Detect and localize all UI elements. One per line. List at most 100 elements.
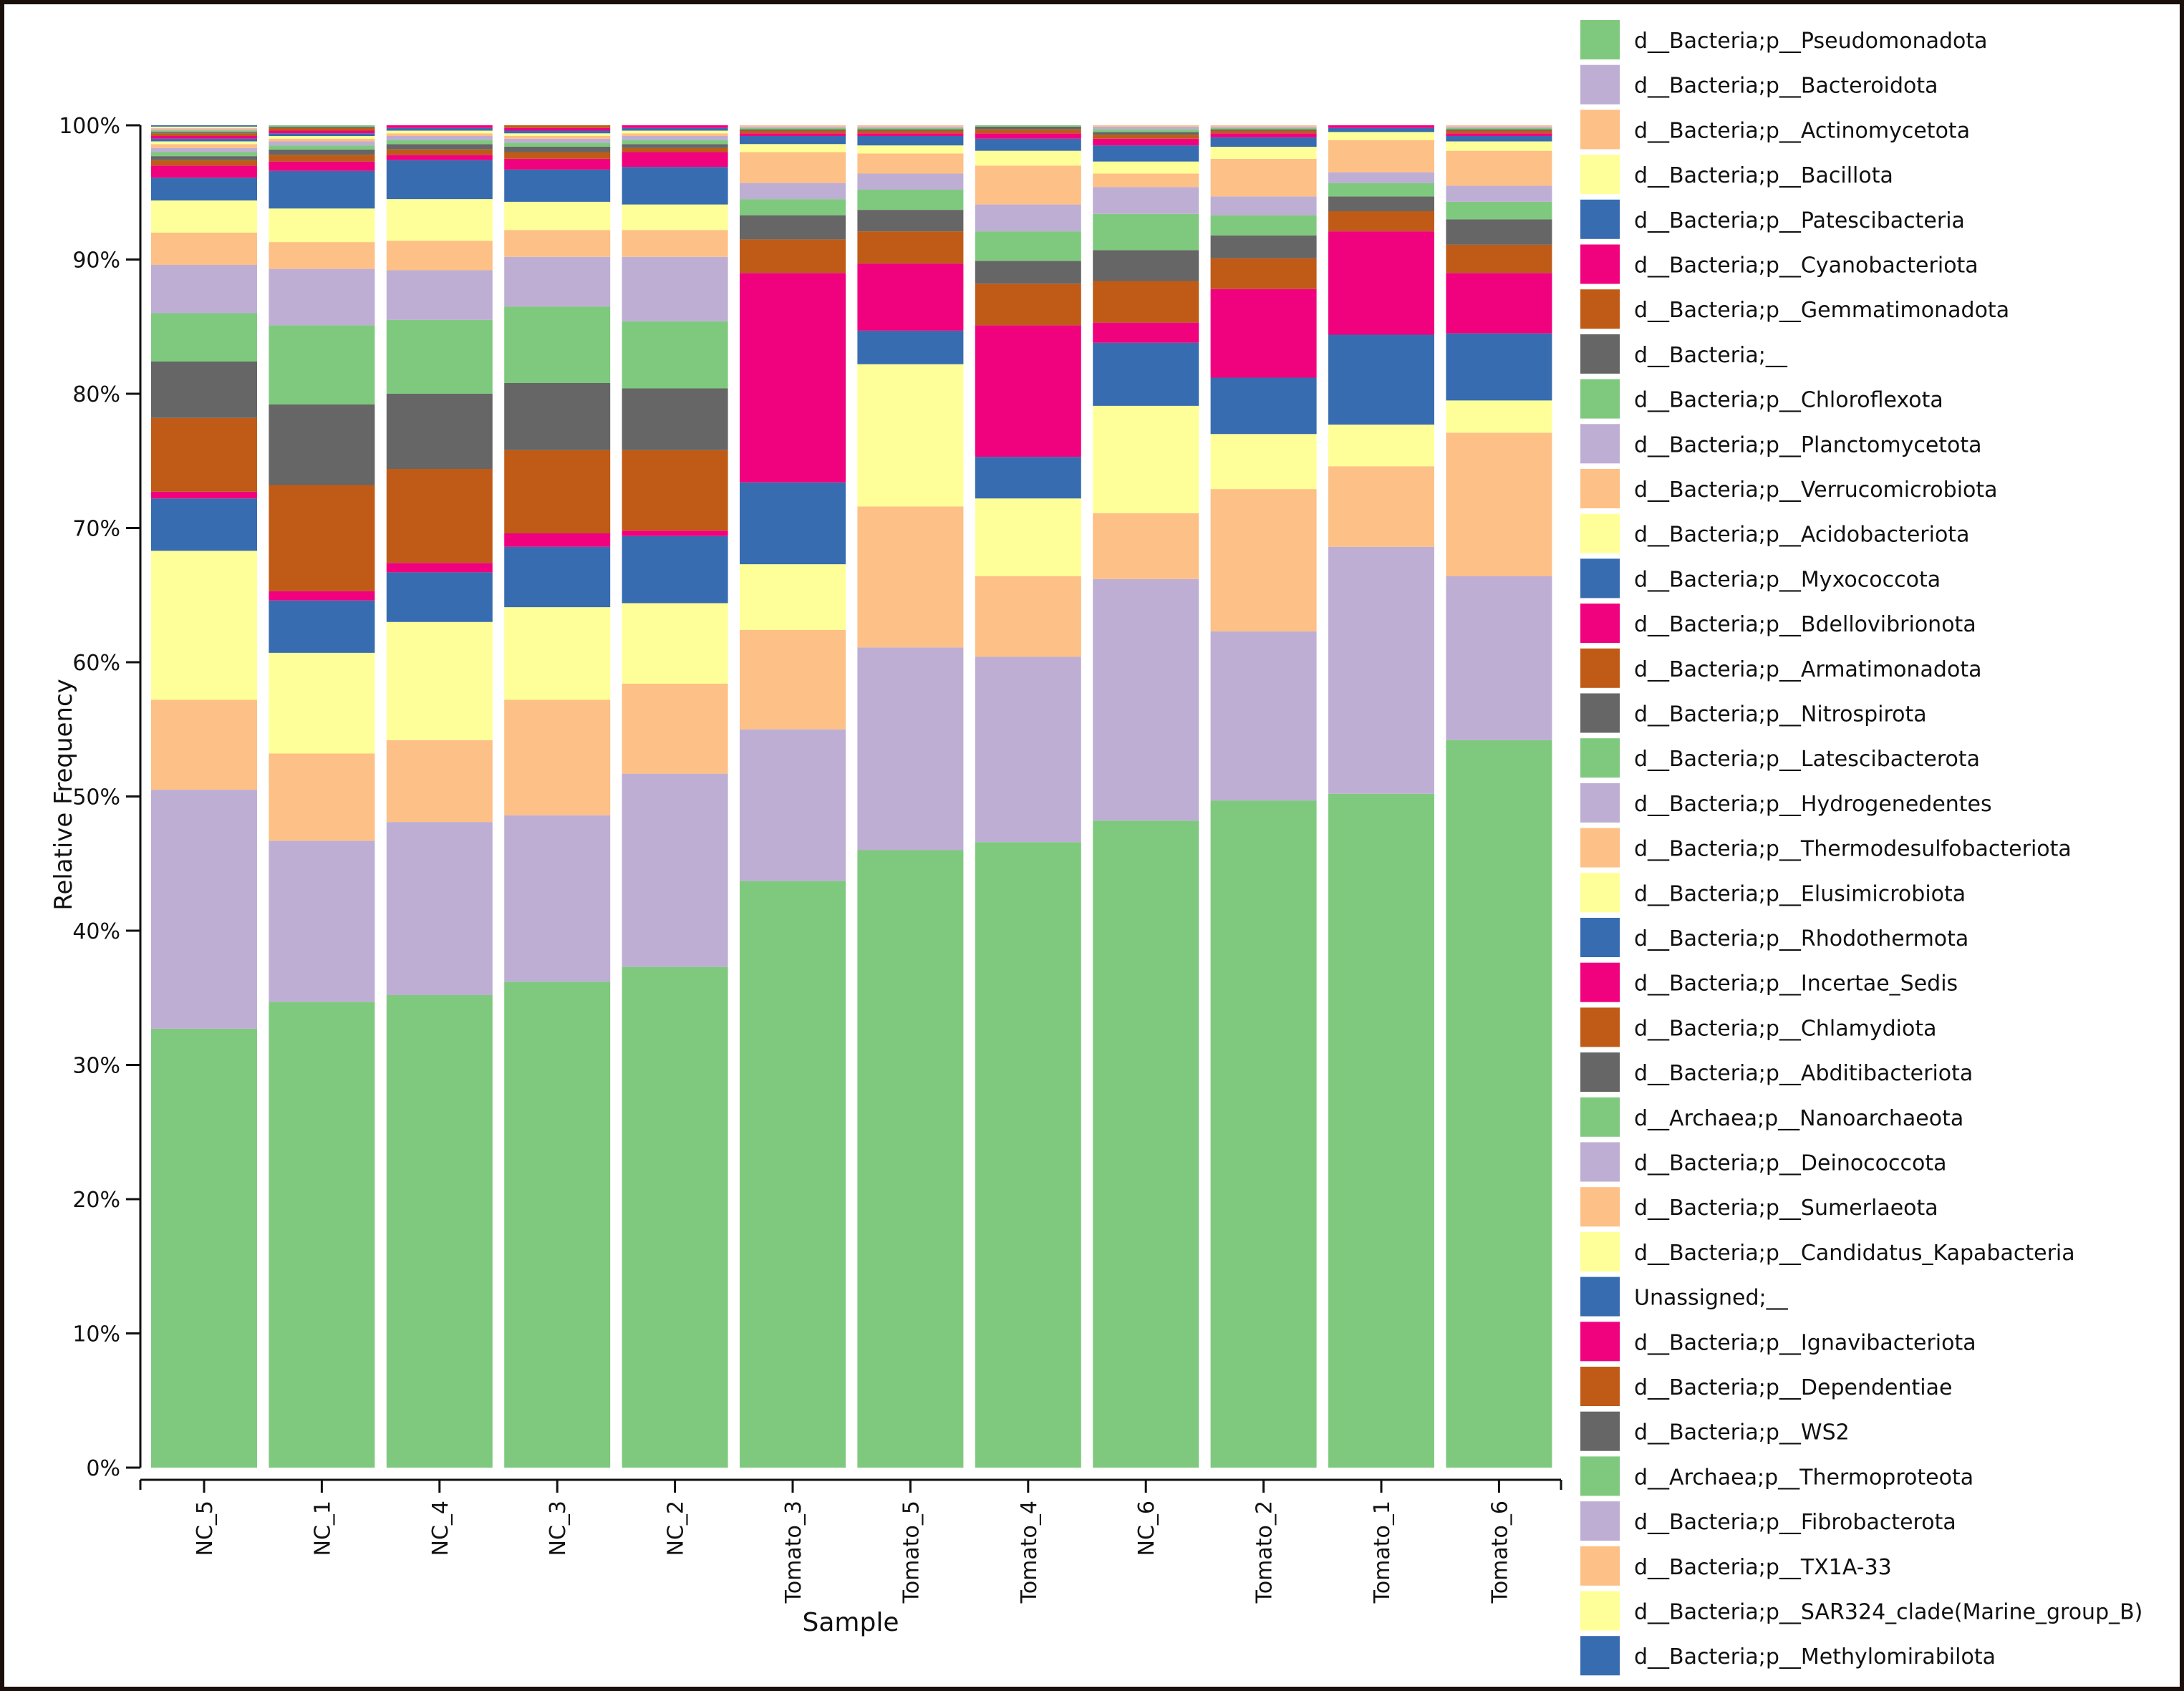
bar-segment: [504, 127, 611, 131]
bar-segment: [975, 498, 1081, 576]
y-tick-label: 40%: [72, 919, 120, 944]
bar-segment: [386, 270, 493, 320]
bar-segment: [622, 130, 728, 134]
legend-swatch: [1580, 782, 1620, 823]
bar-segment: [269, 126, 375, 128]
bar-segment: [504, 546, 611, 608]
bar-segment: [622, 204, 728, 231]
bar-segment: [269, 138, 375, 142]
bar-segment: [740, 125, 846, 127]
legend-label: d__Bacteria;p__Chloroflexota: [1634, 388, 1943, 413]
bar-segment: [975, 126, 1081, 130]
bar-segment: [857, 127, 964, 130]
bar-segment: [975, 129, 1081, 134]
legend-label: d__Archaea;p__Thermoproteota: [1634, 1465, 1973, 1490]
bar-segment: [386, 149, 493, 155]
bar-segment: [622, 125, 728, 128]
bar-segment: [151, 132, 257, 134]
legend-swatch: [1580, 1367, 1620, 1406]
y-tick-label: 70%: [72, 517, 120, 542]
legend-label: d__Bacteria;p__TX1A-33: [1634, 1555, 1892, 1580]
legend-label: d__Bacteria;p__Myxococcota: [1634, 567, 1941, 592]
y-tick-label: 10%: [72, 1322, 120, 1347]
legend-swatch: [1580, 244, 1620, 284]
legend-label: d__Bacteria;p__Armatimonadota: [1634, 657, 1981, 682]
bar-segment: [504, 136, 611, 139]
legend-label: d__Bacteria;p__Incertae_Sedis: [1634, 972, 1958, 997]
bar-segment: [1093, 132, 1199, 135]
legend-label: d__Bacteria;p__Candidatus_Kapabacteria: [1634, 1241, 2075, 1266]
bar-segment: [386, 995, 493, 1468]
x-tick-label: NC_5: [193, 1501, 218, 1556]
bar-segment: [857, 130, 964, 134]
bar-segment: [269, 149, 375, 155]
legend-label: d__Bacteria;p__Rhodothermota: [1634, 926, 1968, 951]
bar-segment: [386, 130, 493, 134]
bar-segment: [975, 457, 1081, 499]
bar-segment: [1093, 578, 1199, 821]
bar-segment: [1328, 546, 1434, 794]
bar-segment: [1093, 173, 1199, 188]
y-tick-label: 100%: [59, 114, 120, 139]
bar-segment: [857, 506, 964, 648]
bar-segment: [1210, 196, 1317, 215]
bar-segment: [857, 330, 964, 364]
bar-segment: [975, 150, 1081, 166]
bar-segment: [1210, 800, 1317, 1468]
bar-segment: [1446, 740, 1552, 1468]
bar-segment: [1446, 127, 1552, 130]
legend-swatch: [1580, 1456, 1620, 1496]
bar-segment: [1093, 213, 1199, 251]
y-tick-label: 60%: [72, 651, 120, 676]
bar-segment: [1093, 281, 1199, 323]
bar-segment: [504, 230, 611, 257]
bar-segment: [151, 152, 257, 157]
legend-swatch: [1580, 604, 1620, 644]
bar-segment: [1210, 127, 1317, 130]
bar-segment: [1210, 235, 1317, 258]
y-tick-label: 0%: [86, 1456, 120, 1481]
bar-segment: [151, 138, 257, 142]
bar-segment: [622, 152, 728, 168]
bar-segment: [622, 147, 728, 152]
legend-swatch: [1580, 20, 1620, 59]
bar-segment: [386, 572, 493, 622]
bar-segment: [386, 319, 493, 394]
legend-swatch: [1580, 513, 1620, 553]
bar-segment: [1093, 135, 1199, 139]
bar-segment: [975, 842, 1081, 1468]
bar-segment: [1446, 576, 1552, 740]
legend-swatch: [1580, 918, 1620, 957]
bar-segment: [857, 231, 964, 264]
legend-label: d__Bacteria;p__Latescibacterota: [1634, 747, 1980, 772]
x-tick-label: NC_6: [1134, 1501, 1159, 1556]
legend-swatch: [1580, 379, 1620, 419]
bar-segment: [622, 144, 728, 148]
bar-segment: [1446, 150, 1552, 186]
legend-swatch: [1580, 648, 1620, 688]
bar-segment: [151, 129, 257, 131]
bar-segment: [740, 136, 846, 145]
bar-segment: [1210, 137, 1317, 147]
x-tick-label: Tomato_6: [1487, 1501, 1512, 1604]
bar-segment: [1328, 231, 1434, 335]
bar-segment: [269, 170, 375, 209]
bar-segment: [151, 265, 257, 314]
legend-label: d__Bacteria;p__Gemmatimonadota: [1634, 298, 2009, 323]
legend-swatch: [1580, 1142, 1620, 1182]
legend-swatch: [1580, 738, 1620, 778]
bar-segment: [740, 129, 846, 131]
bar-segment: [151, 160, 257, 166]
bar-segment: [504, 142, 611, 147]
bar-segment: [151, 133, 257, 136]
legend-label: d__Bacteria;p__Thermodesulfobacteriota: [1634, 837, 2072, 862]
bar-segment: [504, 256, 611, 307]
bar-segment: [151, 551, 257, 700]
bar-segment: [1446, 273, 1552, 334]
legend-label: d__Bacteria;p__Verrucomicrobiota: [1634, 478, 1998, 503]
bar-segment: [740, 127, 846, 130]
bar-segment: [1093, 125, 1199, 127]
bar-segment: [269, 485, 375, 591]
x-tick-label: Tomato_3: [781, 1501, 806, 1604]
bar-segment: [1093, 161, 1199, 174]
